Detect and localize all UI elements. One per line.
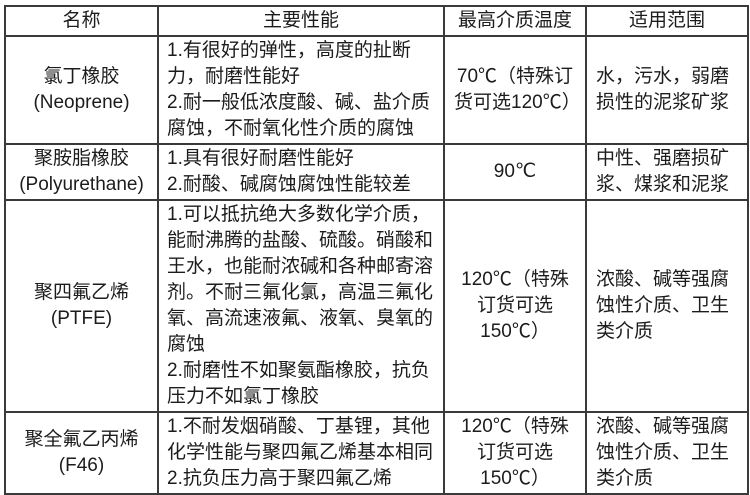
material-name-cell: 聚四氟乙烯 (PTFE) (4, 199, 159, 413)
property-item: 1.不耐发烟硝酸、丁基锂，其他化学性能与聚四氟乙烯基本相同 (167, 416, 434, 463)
scope-cell: 浓酸、碱等强腐蚀性介质、卫生类介质 (585, 411, 749, 495)
max-temp-cell: 90℃ (443, 143, 587, 201)
property-item: 1.具有很好耐磨性能好 (167, 148, 354, 169)
material-name-cn: 聚胺脂橡胶 (33, 148, 129, 169)
table-row-f46: 聚全氟乙丙烯 (F46) 1.不耐发烟硝酸、丁基锂，其他化学性能与聚四氟乙烯基本… (4, 411, 749, 495)
scope-cell: 中性、强磨损矿浆、煤浆和泥浆 (585, 143, 749, 201)
material-name-cell: 氯丁橡胶 (Neoprene) (4, 35, 159, 145)
properties-cell: 1.有很好的弹性，高度的扯断力，耐磨性能好 2.耐一般低浓度酸、碱、盐介质腐蚀，… (157, 35, 445, 145)
max-temp-cell: 120℃（特殊订货可选150℃） (443, 411, 587, 495)
properties-cell: 1.不耐发烟硝酸、丁基锂，其他化学性能与聚四氟乙烯基本相同 2.抗负压力高于聚四… (157, 411, 445, 495)
material-name-cell: 聚胺脂橡胶 (Polyurethane) (4, 143, 159, 201)
property-item: 2.耐磨性不如聚氨酯橡胶，抗负压力不如氯丁橡胶 (167, 360, 430, 407)
scope-cell: 水，污水，弱磨损性的泥浆矿浆 (585, 35, 749, 145)
property-item: 1.有很好的弹性，高度的扯断力，耐磨性能好 (167, 40, 411, 87)
max-temp-cell: 70℃（特殊订货可选120℃） (443, 35, 587, 145)
material-name-cn: 聚全氟乙丙烯 (24, 429, 139, 450)
material-name-cell: 聚全氟乙丙烯 (F46) (4, 411, 159, 495)
column-header-max-temp: 最高介质温度 (443, 5, 587, 37)
property-item: 2.耐一般低浓度酸、碱、盐介质腐蚀，不耐氧化性介质的腐蚀 (167, 92, 430, 139)
material-name-cn: 聚四氟乙烯 (33, 282, 129, 303)
header-row: 名称 主要性能 最高介质温度 适用范围 (4, 5, 749, 37)
table-row-neoprene: 氯丁橡胶 (Neoprene) 1.有很好的弹性，高度的扯断力，耐磨性能好 2.… (4, 35, 749, 145)
material-name-en: (Polyurethane) (19, 174, 144, 195)
material-name-en: (Neoprene) (33, 92, 130, 113)
material-name-en: (PTFE) (50, 308, 113, 329)
properties-cell: 1.可以抵抗绝大多数化学介质，能耐沸腾的盐酸、硫酸。硝酸和王水，也能耐浓碱和各种… (157, 199, 445, 413)
material-name-cn: 氯丁橡胶 (43, 66, 120, 87)
property-item: 2.抗负压力高于聚四氟乙烯 (167, 468, 392, 489)
scope-cell: 浓酸、碱等强腐蚀性介质、卫生类介质 (585, 199, 749, 413)
properties-cell: 1.具有很好耐磨性能好 2.耐酸、碱腐蚀腐蚀性能较差 (157, 143, 445, 201)
column-header-scope: 适用范围 (585, 5, 749, 37)
table-row-ptfe: 聚四氟乙烯 (PTFE) 1.可以抵抗绝大多数化学介质，能耐沸腾的盐酸、硫酸。硝… (4, 199, 749, 413)
property-item: 1.可以抵抗绝大多数化学介质，能耐沸腾的盐酸、硫酸。硝酸和王水，也能耐浓碱和各种… (167, 204, 434, 355)
column-header-name: 名称 (4, 5, 159, 37)
material-name-en: (F46) (58, 455, 105, 476)
property-item: 2.耐酸、碱腐蚀腐蚀性能较差 (167, 174, 411, 195)
max-temp-cell: 120℃（特殊订货可选150℃） (443, 199, 587, 413)
material-spec-table: 名称 主要性能 最高介质温度 适用范围 氯丁橡胶 (Neoprene) 1.有很… (4, 5, 749, 495)
column-header-properties: 主要性能 (157, 5, 445, 37)
table-row-polyurethane: 聚胺脂橡胶 (Polyurethane) 1.具有很好耐磨性能好 2.耐酸、碱腐… (4, 143, 749, 201)
